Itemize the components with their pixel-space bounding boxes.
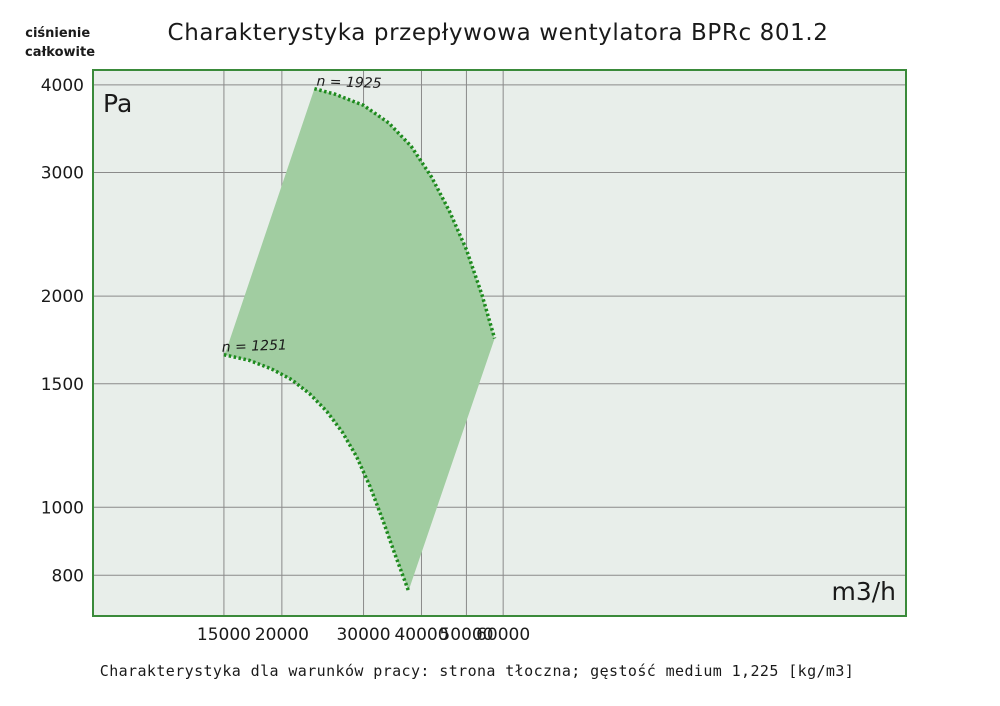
operating-region-area xyxy=(223,88,495,591)
x-tick-label-3: 40000 xyxy=(394,625,448,645)
fan-curve-0 xyxy=(313,87,497,339)
plot-frame xyxy=(92,69,907,617)
chart-title: Charakterystyka przepływowa wentylatora … xyxy=(168,20,829,46)
x-tick-label-1: 20000 xyxy=(255,625,309,645)
y-unit-label: Pa xyxy=(103,89,132,118)
x-unit-label: m3/h xyxy=(831,577,896,606)
y-axis-label-line-1: ciśnienie xyxy=(25,26,90,41)
footnote: Charakterystyka dla warunków pracy: stro… xyxy=(100,662,854,680)
y-tick-label-0: 800 xyxy=(52,566,84,586)
x-tick-label-2: 30000 xyxy=(336,625,390,645)
y-tick-label-5: 4000 xyxy=(41,76,84,96)
x-tick-label-0: 15000 xyxy=(197,625,251,645)
y-axis-label-line-2: całkowite xyxy=(25,45,95,60)
x-tick-label-5: 60000 xyxy=(476,625,530,645)
y-tick-label-4: 3000 xyxy=(41,164,84,184)
plot-background xyxy=(93,70,906,616)
x-tick-label-4: 50000 xyxy=(439,625,493,645)
fan-curve-label-0: n = 1925 xyxy=(316,74,382,92)
y-tick-label-2: 1500 xyxy=(41,375,84,395)
fan-curve-1 xyxy=(223,352,411,592)
fan-curve-label-1: n = 1251 xyxy=(222,337,288,355)
operating-region xyxy=(223,88,495,591)
y-tick-label-1: 1000 xyxy=(41,498,84,518)
y-tick-label-3: 2000 xyxy=(41,287,84,307)
fan-curves: n = 1925 n = 1251 xyxy=(222,74,497,592)
y-axis-label: ciśnienie całkowite xyxy=(25,26,95,60)
